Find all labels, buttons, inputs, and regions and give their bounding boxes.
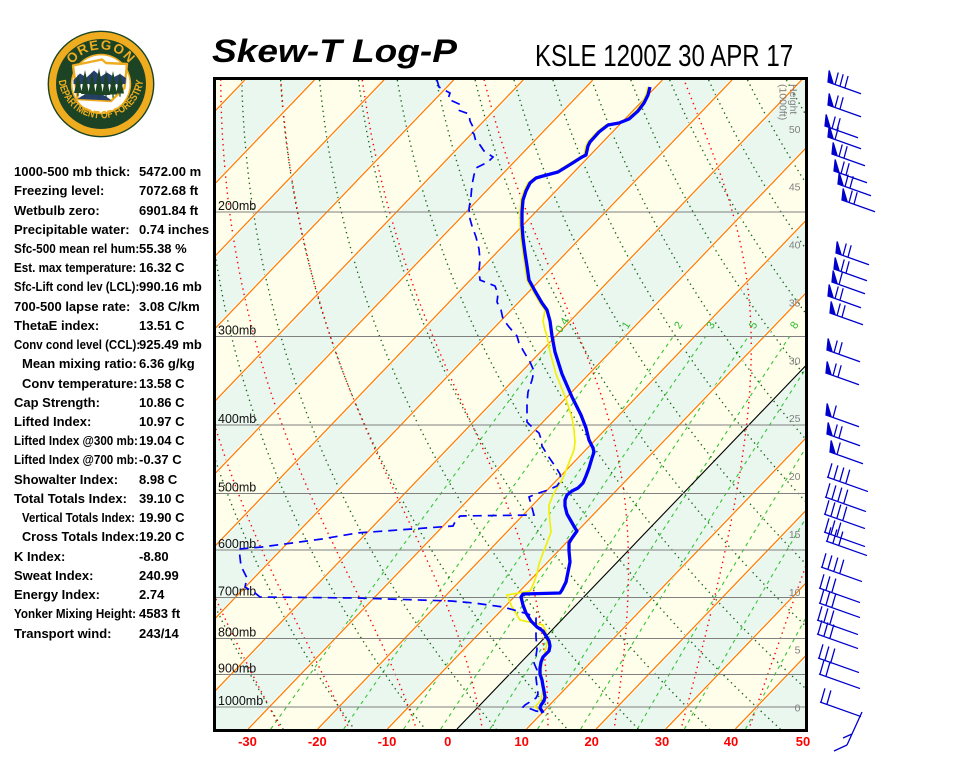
svg-text:200mb: 200mb	[218, 199, 256, 213]
svg-text:500mb: 500mb	[218, 481, 256, 495]
svg-text:20: 20	[789, 471, 801, 483]
svg-text:40: 40	[724, 734, 738, 749]
svg-text:0: 0	[444, 734, 451, 749]
svg-text:1000mb: 1000mb	[218, 694, 263, 708]
svg-text:15: 15	[789, 529, 801, 541]
svg-text:400mb: 400mb	[218, 412, 256, 426]
svg-text:30: 30	[655, 734, 669, 749]
svg-text:1: 1	[620, 320, 633, 332]
svg-text:30: 30	[789, 355, 801, 367]
svg-text:8: 8	[788, 320, 801, 332]
svg-text:300mb: 300mb	[218, 324, 256, 338]
svg-text:-30: -30	[238, 734, 257, 749]
svg-text:50: 50	[796, 734, 810, 749]
svg-text:10: 10	[789, 587, 801, 599]
svg-text:40: 40	[789, 240, 801, 252]
svg-text:45: 45	[789, 182, 801, 194]
svg-text:50: 50	[789, 124, 801, 136]
svg-text:800mb: 800mb	[218, 625, 256, 639]
svg-text:35: 35	[789, 297, 801, 309]
svg-text:(1000ft): (1000ft)	[777, 84, 789, 120]
svg-text:-20: -20	[308, 734, 327, 749]
svg-text:20: 20	[584, 734, 598, 749]
svg-text:-10: -10	[378, 734, 397, 749]
svg-text:Height: Height	[787, 84, 799, 114]
svg-text:600mb: 600mb	[218, 537, 256, 551]
svg-text:0: 0	[795, 703, 801, 715]
svg-text:5: 5	[795, 645, 801, 657]
svg-text:700mb: 700mb	[218, 584, 256, 598]
svg-text:25: 25	[789, 413, 801, 425]
svg-text:2: 2	[672, 320, 685, 332]
svg-text:10: 10	[514, 734, 528, 749]
svg-text:900mb: 900mb	[218, 662, 256, 676]
svg-text:5: 5	[747, 320, 760, 332]
svg-text:3: 3	[704, 320, 717, 332]
